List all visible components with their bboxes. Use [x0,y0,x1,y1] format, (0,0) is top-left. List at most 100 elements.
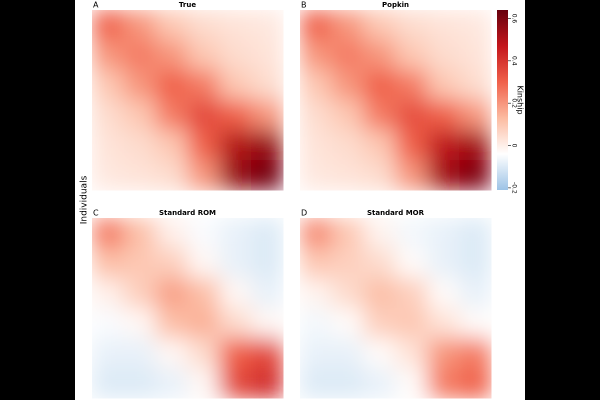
heatmap-cell [219,10,252,41]
heatmap-cell [300,368,333,399]
heatmap-cell [459,368,492,399]
heatmap-cell [427,368,460,399]
heatmap-cell [363,100,396,131]
heatmap [300,218,492,399]
colorbar-tick-label: 0 [511,144,518,148]
heatmap-cell [395,338,428,369]
heatmap-cell [331,278,365,309]
heatmap-cell [331,218,365,249]
heatmap-cell [219,308,252,339]
y-axis-label: Individuals [80,175,90,224]
heatmap-cell [155,308,188,339]
heatmap-cell [187,218,220,249]
heatmap-cell [155,160,188,191]
heatmap-cell [219,40,252,71]
heatmap-cell [123,100,157,131]
heatmap-cell [363,278,396,309]
colorbar [497,10,508,190]
heatmap-cell [123,70,157,101]
heatmap-cell [395,40,428,71]
heatmap-cell [123,278,157,309]
heatmap-cell [187,338,220,369]
heatmap-cell [395,368,428,399]
colorbar-tick-label: 0.4 [511,56,518,66]
heatmap-cell [331,70,365,101]
heatmap-cell [395,100,428,131]
heatmap-cell [219,218,252,249]
heatmap-cell [459,278,492,309]
heatmap-cell [300,100,333,131]
heatmap-cell [219,368,252,399]
heatmap-cell [427,40,460,71]
heatmap-cell [363,368,396,399]
heatmap-cell [427,278,460,309]
heatmap-cell [251,278,284,309]
heatmap-cell [363,70,396,101]
heatmap-cell [395,160,428,191]
colorbar-tick-label: 0.6 [511,14,518,24]
heatmap-cell [363,130,396,161]
heatmap-cell [459,308,492,339]
heatmap-cell [300,248,333,279]
heatmap-cell [331,100,365,131]
heatmap-cell [427,338,460,369]
heatmap-cell [395,70,428,101]
heatmap-cell [363,248,396,279]
heatmap-cell [363,160,396,191]
heatmap [92,218,284,399]
heatmap-cell [123,368,157,399]
heatmap-cell [459,100,492,131]
panel-letter: D [301,209,307,218]
heatmap-cell [395,248,428,279]
heatmap-cell [187,40,220,71]
heatmap-cell [219,100,252,131]
heatmap-cell [92,160,125,191]
heatmap-cell [363,10,396,41]
heatmap-cell [155,248,188,279]
heatmap-cell [251,70,284,101]
heatmap-cell [300,40,333,71]
panel-letter: B [301,1,307,10]
heatmap-cell [123,130,157,161]
heatmap-cell [251,338,284,369]
heatmap-cell [427,130,460,161]
heatmap-cell [123,218,157,249]
heatmap-cell [427,10,460,41]
heatmap-cell [251,308,284,339]
heatmap-cell [300,218,333,249]
heatmap-cell [123,40,157,71]
heatmap-cell [427,308,460,339]
heatmap-cell [363,40,396,71]
heatmap-cell [92,40,125,71]
heatmap-cell [251,368,284,399]
heatmap-cell [187,308,220,339]
heatmap-cell [155,368,188,399]
heatmap-cell [459,218,492,249]
heatmap-cell [187,368,220,399]
heatmap-cell [92,308,125,339]
heatmap-cell [155,278,188,309]
heatmap-cell [251,248,284,279]
heatmap-cell [363,338,396,369]
heatmap-cell [459,248,492,279]
panel-letter: A [93,1,99,10]
panel-title: True [179,1,196,9]
heatmap-cell [92,130,125,161]
heatmap-cell [155,70,188,101]
heatmap-cell [123,160,157,191]
heatmap-cell [395,278,428,309]
colorbar-label: Kinship [516,85,525,114]
heatmap-cell [459,10,492,41]
heatmap-cell [219,130,252,161]
heatmap-cell [251,130,284,161]
heatmap-cell [459,338,492,369]
heatmap-cell [187,160,220,191]
heatmap-cell [300,70,333,101]
heatmap-cell [427,248,460,279]
heatmap-cell [331,40,365,71]
heatmap-cell [155,40,188,71]
heatmap-cell [92,278,125,309]
heatmap-cell [155,130,188,161]
heatmap-cell [92,248,125,279]
heatmap-cell [219,338,252,369]
